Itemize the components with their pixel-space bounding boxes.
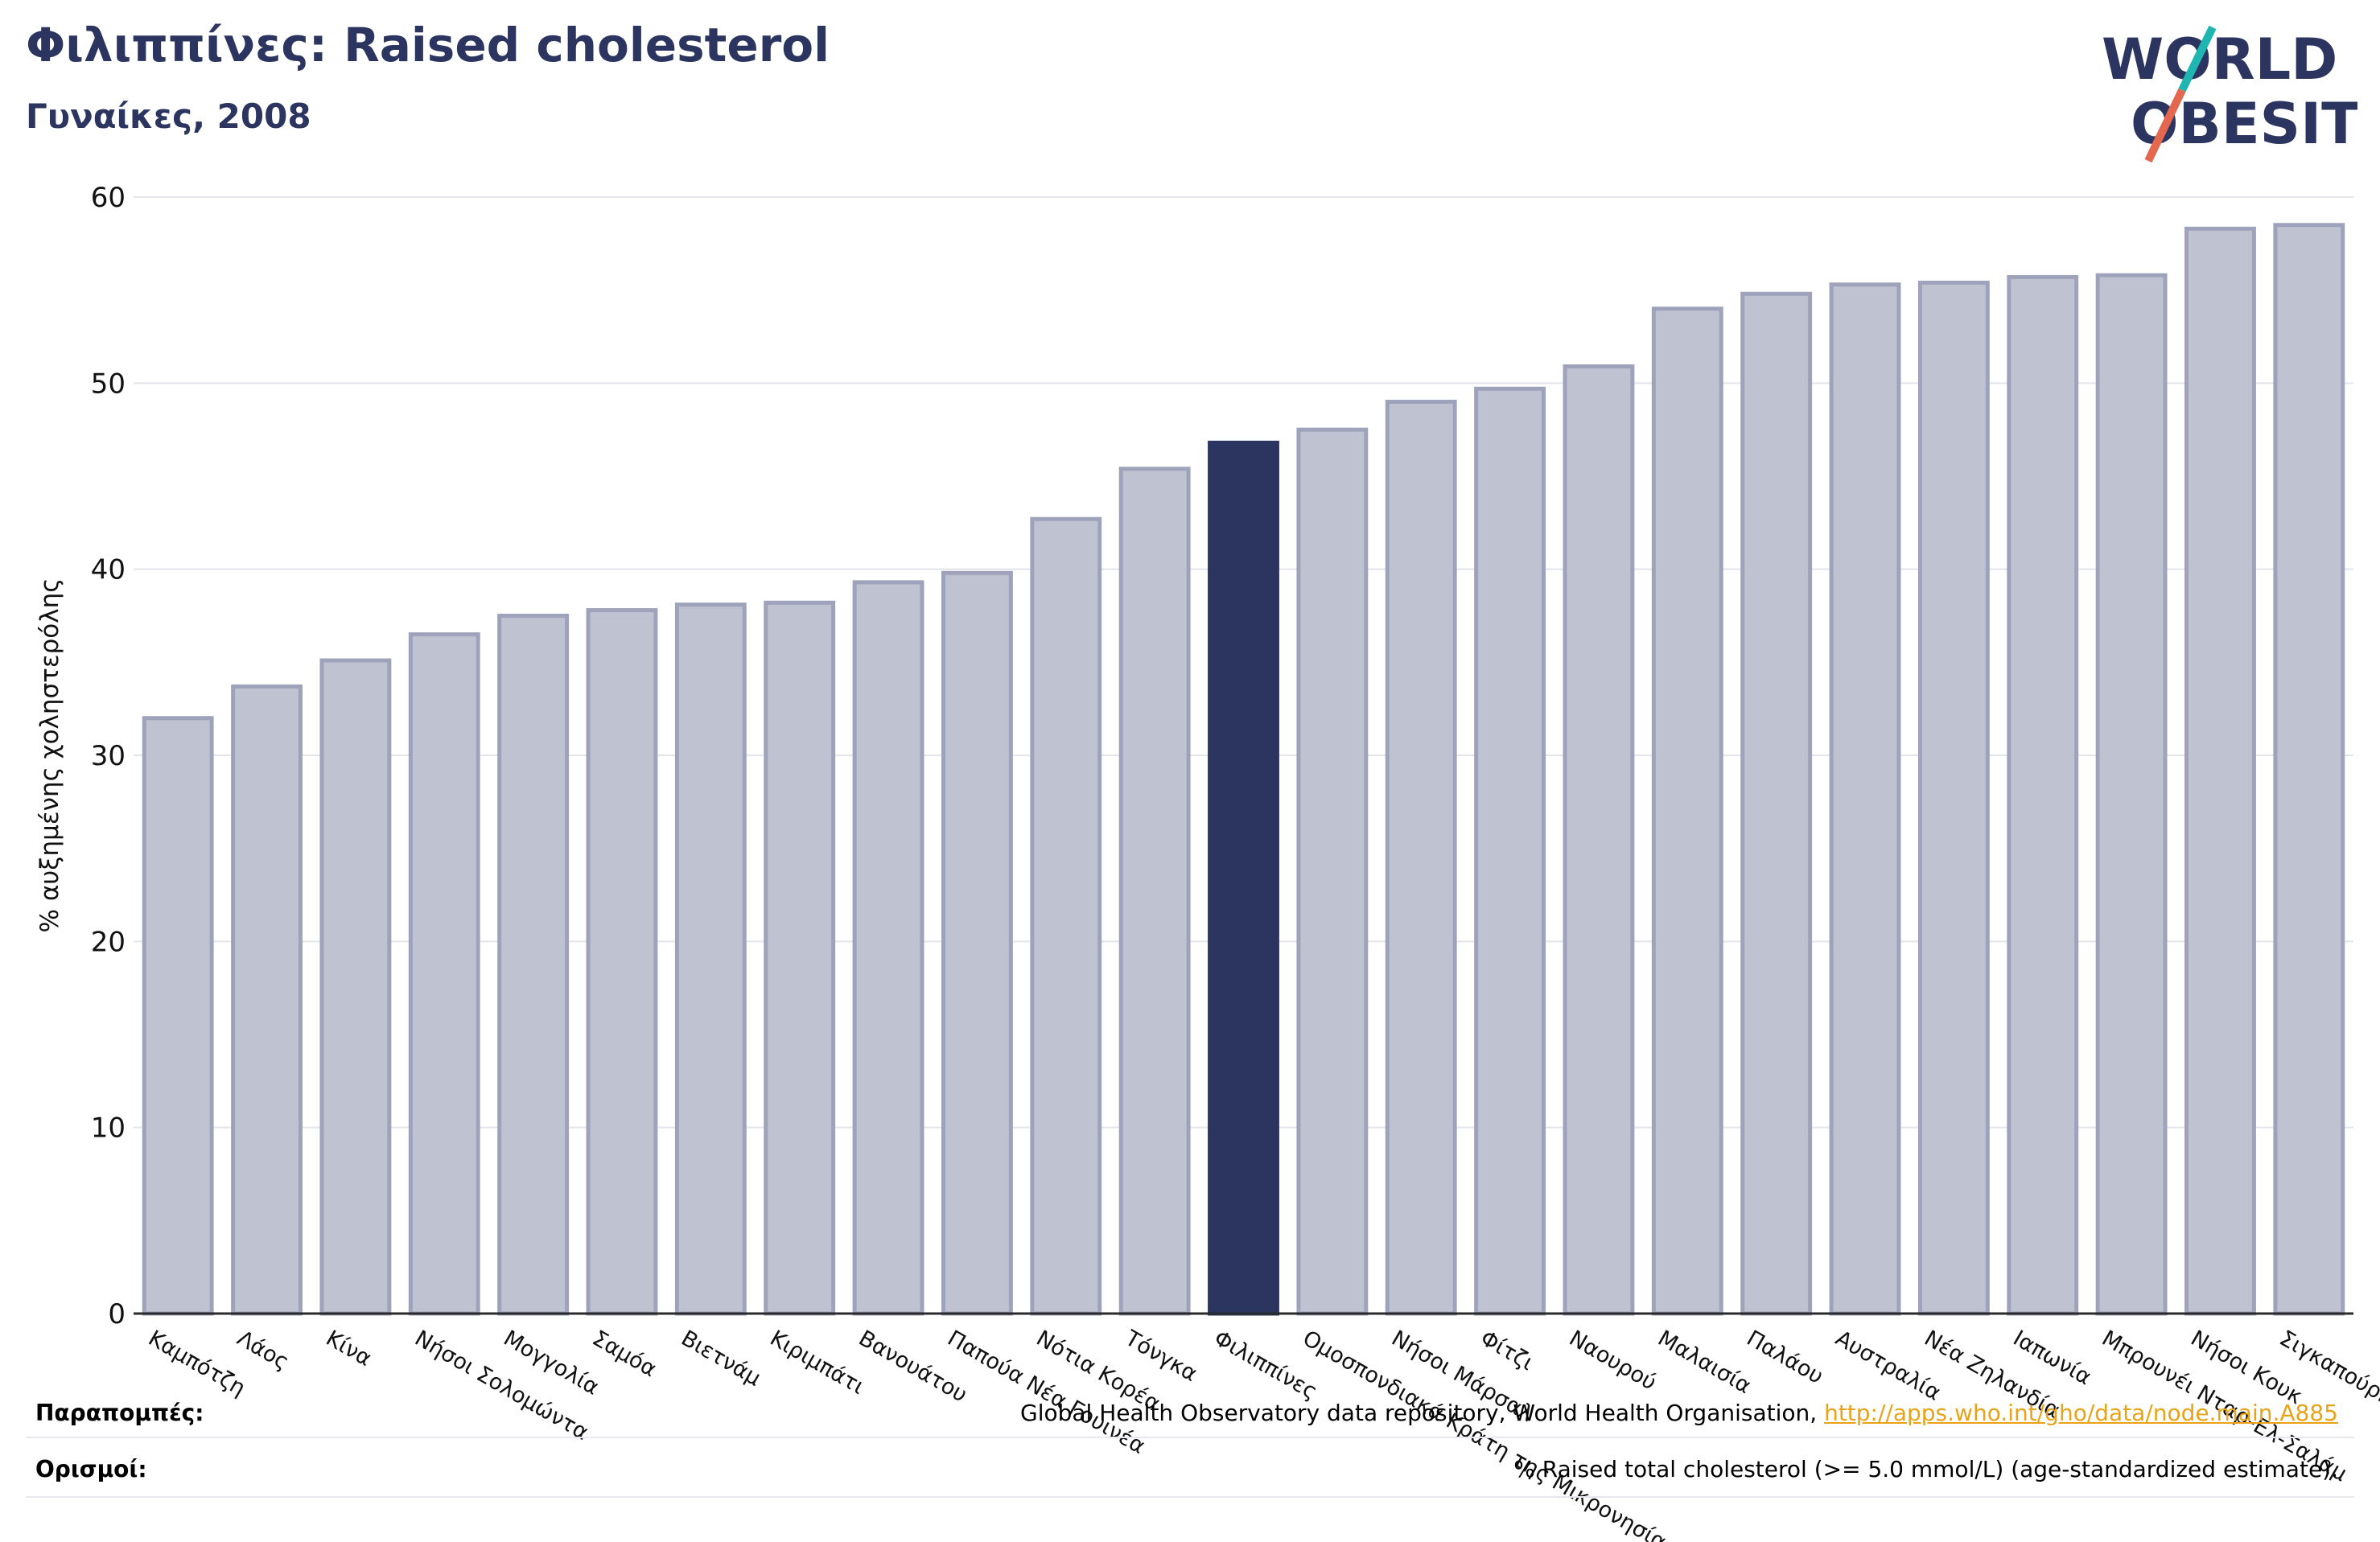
- world-obesity-logo: WORLD OBESITY: [2102, 25, 2357, 163]
- bar: [1296, 427, 1369, 1316]
- chart-title: Φιλιππίνες: Raised cholesterol: [26, 18, 830, 72]
- bar: [941, 570, 1013, 1316]
- bar: [1385, 399, 1457, 1316]
- logo-line1: WORLD: [2102, 27, 2337, 93]
- bar: [1740, 291, 1813, 1316]
- y-axis-ticks: 0 10 20 30 40 50 60: [91, 182, 126, 1330]
- bars: [142, 223, 2345, 1316]
- y-tick-label: 20: [91, 926, 126, 958]
- bar: [2007, 274, 2079, 1316]
- references-label: Παραπομπές:: [35, 1400, 204, 1426]
- y-tick-label: 60: [91, 182, 126, 214]
- x-tick-label: Μαλαισία: [1653, 1326, 1755, 1399]
- footer-divider: [26, 1437, 2354, 1438]
- bar: [764, 600, 836, 1316]
- x-tick-label: Φίτζι: [1476, 1326, 1538, 1375]
- bar: [142, 716, 214, 1316]
- x-tick-label: Λάος: [233, 1326, 293, 1375]
- bar: [1563, 364, 1635, 1316]
- bar: [674, 602, 747, 1316]
- x-tick-label: Κιριμπάτι: [766, 1326, 869, 1400]
- bar: [1917, 280, 1990, 1316]
- x-tick-label: Ναουρού: [1565, 1326, 1661, 1396]
- x-tick-label: Καμπότζη: [144, 1326, 249, 1401]
- definitions-label: Ορισμοί:: [35, 1456, 147, 1482]
- bar: [586, 608, 658, 1316]
- footer-divider-bottom: [26, 1496, 2354, 1498]
- y-tick-label: 10: [91, 1112, 126, 1145]
- bar: [497, 614, 570, 1316]
- bar: [1118, 467, 1191, 1316]
- bar: [319, 658, 392, 1316]
- references-text: Global Health Observatory data repositor…: [1020, 1400, 1825, 1426]
- x-tick-label: Βιετνάμ: [677, 1326, 765, 1391]
- bar: [2095, 273, 2168, 1316]
- bar: [1651, 306, 1723, 1316]
- logo-accent-teal: [2178, 25, 2217, 93]
- bar: [2184, 226, 2256, 1316]
- references-link[interactable]: http://apps.who.int/gho/data/node.main.A…: [1824, 1400, 2338, 1426]
- x-tick-label: Κίνα: [322, 1326, 376, 1371]
- chart-subtitle: Γυναίκες, 2008: [26, 97, 311, 136]
- bar: [2273, 223, 2345, 1316]
- x-tick-label: Παλάου: [1743, 1326, 1828, 1389]
- definitions-value: % Raised total cholesterol (>= 5.0 mmol/…: [1513, 1456, 2338, 1482]
- bar: [1829, 282, 1901, 1316]
- bar: [1030, 516, 1102, 1316]
- references-row: Παραπομπές: Global Health Observatory da…: [26, 1392, 2354, 1435]
- y-tick-label: 0: [108, 1298, 126, 1330]
- y-tick-label: 30: [91, 740, 126, 772]
- bar: [852, 580, 924, 1316]
- x-tick-label: Σαμόα: [588, 1326, 661, 1382]
- bar: [408, 632, 480, 1316]
- y-axis-title: % αυξημένης χοληστερόλης: [35, 578, 64, 933]
- logo-accent-coral: [2144, 88, 2186, 163]
- bar-highlighted: [1208, 440, 1279, 1316]
- definitions-row: Ορισμοί: % Raised total cholesterol (>= …: [26, 1448, 2354, 1491]
- bar: [1474, 386, 1546, 1316]
- references-value: Global Health Observatory data repositor…: [1020, 1400, 2338, 1426]
- y-tick-label: 40: [91, 554, 126, 586]
- y-tick-label: 50: [91, 368, 126, 400]
- bar: [231, 684, 303, 1316]
